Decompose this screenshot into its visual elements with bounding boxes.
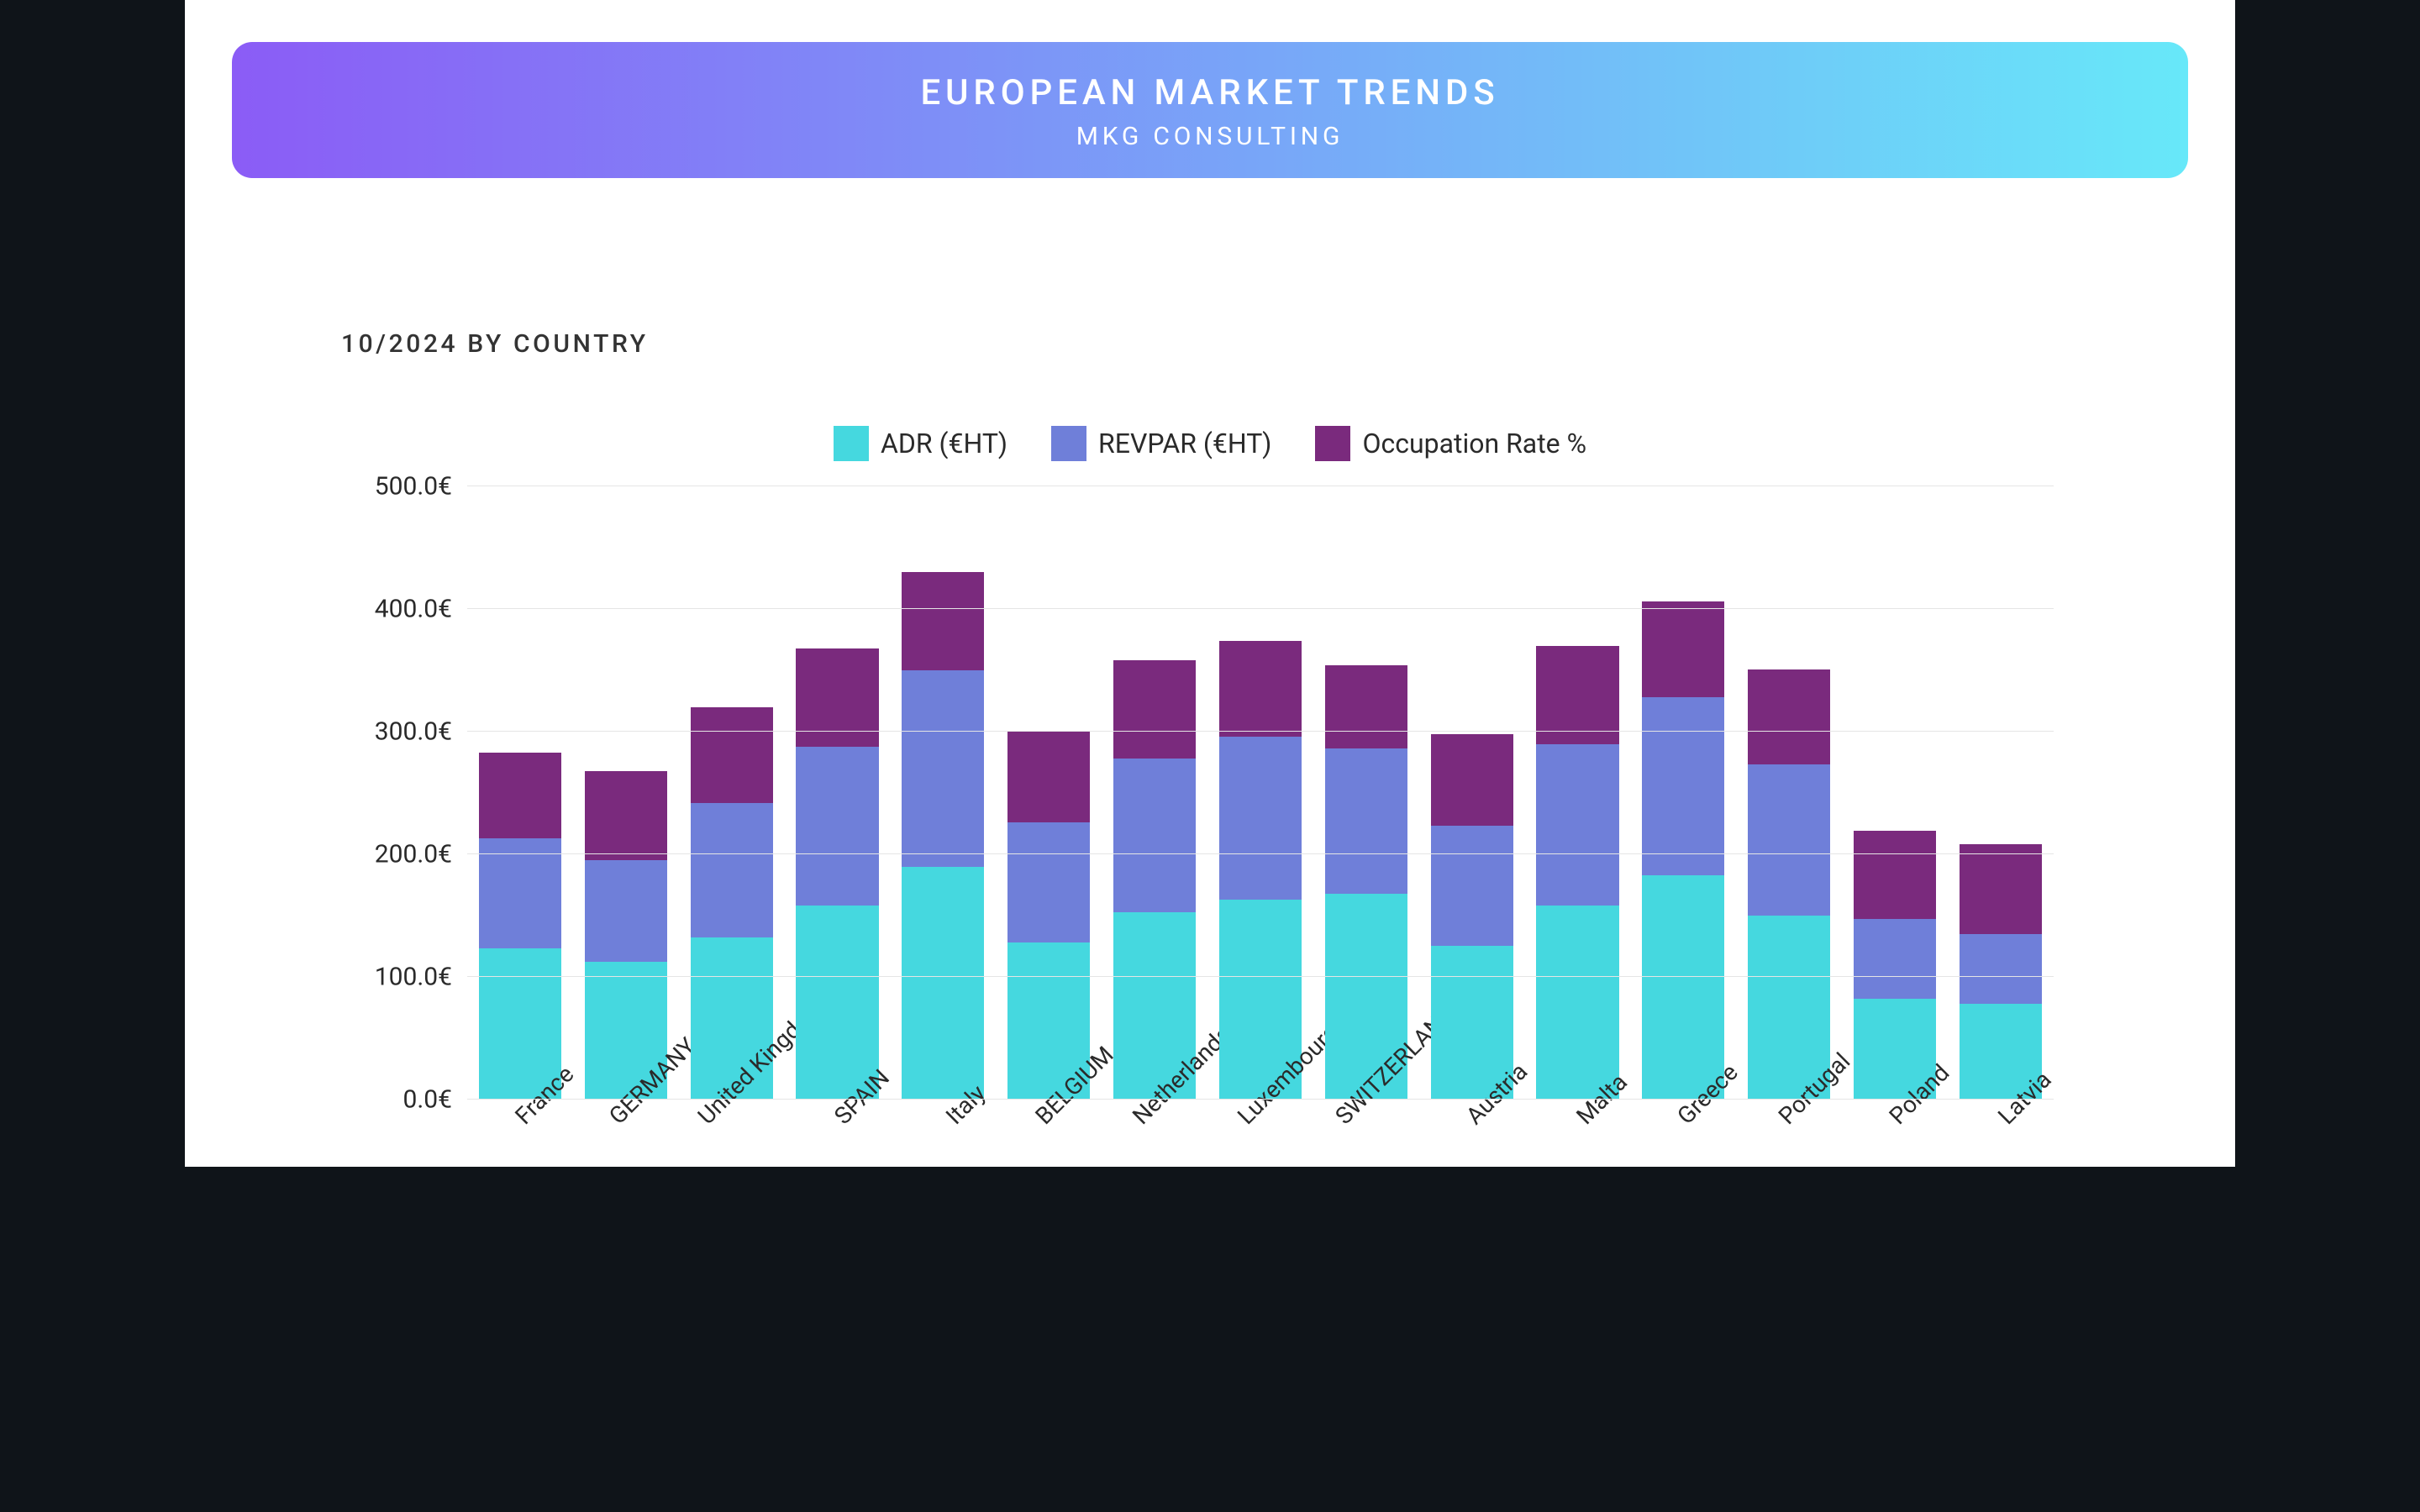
- bar-slot: Portugal: [1736, 486, 1842, 1100]
- y-axis-label: 300.0€: [375, 717, 467, 747]
- bar-slot: Malta: [1525, 486, 1631, 1100]
- bar-segment-revpar: [1113, 759, 1196, 911]
- gridline: [467, 608, 2054, 609]
- y-axis-label: 100.0€: [375, 963, 467, 992]
- bar-segment-occ: [1325, 665, 1407, 748]
- stacked-bar: [1748, 669, 1830, 1100]
- bar-segment-adr: [902, 867, 984, 1100]
- bar-segment-revpar: [585, 860, 667, 962]
- bar-segment-occ: [479, 753, 561, 838]
- y-axis-label: 400.0€: [375, 595, 467, 624]
- chart-section: 10/2024 BY COUNTRY ADR (€HT) REVPAR (€HT)…: [232, 178, 2188, 1100]
- bar-slot: Netherlands: [1102, 486, 1207, 1100]
- y-axis-label: 500.0€: [375, 472, 467, 501]
- bar-segment-occ: [585, 771, 667, 861]
- bar-segment-occ: [1219, 641, 1302, 737]
- legend-label: ADR (€HT): [881, 428, 1007, 459]
- legend-swatch: [1051, 426, 1086, 461]
- bar-segment-revpar: [1007, 822, 1090, 942]
- bar-segment-occ: [902, 572, 984, 670]
- legend-item: ADR (€HT): [834, 426, 1007, 461]
- chart-legend: ADR (€HT) REVPAR (€HT) Occupation Rate %: [333, 426, 2087, 461]
- stacked-bar: [902, 572, 984, 1100]
- bar-slot: Greece: [1630, 486, 1736, 1100]
- bar-segment-occ: [1113, 660, 1196, 759]
- legend-swatch: [834, 426, 869, 461]
- bar-slot: France: [467, 486, 573, 1100]
- bar-segment-revpar: [902, 670, 984, 867]
- gridline: [467, 1099, 2054, 1100]
- gridline: [467, 853, 2054, 854]
- header-subtitle: MKG CONSULTING: [266, 122, 2154, 151]
- legend-item: REVPAR (€HT): [1051, 426, 1271, 461]
- chart-card: EUROPEAN MARKET TRENDS MKG CONSULTING 10…: [185, 0, 2235, 1167]
- bar-segment-occ: [1854, 831, 1936, 919]
- bar-segment-revpar: [1536, 744, 1618, 906]
- bar-segment-revpar: [1642, 697, 1724, 875]
- bar-slot: Italy: [890, 486, 996, 1100]
- chart-subtitle: 10/2024 BY COUNTRY: [341, 329, 2087, 359]
- stacked-bar: [479, 753, 561, 1100]
- legend-swatch: [1315, 426, 1350, 461]
- bar-segment-revpar: [1431, 826, 1513, 946]
- gridline: [467, 976, 2054, 977]
- legend-item: Occupation Rate %: [1315, 426, 1586, 461]
- stacked-bar: [796, 648, 878, 1100]
- bar-segment-revpar: [1960, 934, 2042, 1004]
- bar-segment-occ: [1431, 734, 1513, 826]
- chart-bars: FranceGERMANYUnited KingdomSPAINItalyBEL…: [467, 486, 2054, 1100]
- header-title: EUROPEAN MARKET TRENDS: [266, 72, 2154, 113]
- stacked-bar: [1431, 734, 1513, 1100]
- bar-segment-revpar: [1854, 919, 1936, 999]
- bar-segment-occ: [1960, 844, 2042, 934]
- bar-segment-revpar: [479, 838, 561, 948]
- bar-segment-occ: [1007, 731, 1090, 822]
- gridline: [467, 731, 2054, 732]
- bar-segment-revpar: [1748, 764, 1830, 916]
- bar-slot: SPAIN: [785, 486, 891, 1100]
- bar-slot: Poland: [1842, 486, 1948, 1100]
- bar-slot: Latvia: [1948, 486, 2054, 1100]
- bar-slot: United Kingdom: [679, 486, 785, 1100]
- bar-slot: Austria: [1419, 486, 1525, 1100]
- stacked-bar: [1642, 601, 1724, 1100]
- bar-slot: BELGIUM: [996, 486, 1102, 1100]
- bar-segment-revpar: [691, 803, 773, 938]
- legend-label: REVPAR (€HT): [1098, 428, 1271, 459]
- bar-segment-occ: [1642, 601, 1724, 697]
- bar-segment-occ: [1748, 669, 1830, 765]
- bar-slot: SWITZERLAND: [1313, 486, 1419, 1100]
- bar-segment-occ: [1536, 646, 1618, 744]
- chart-plot-area: FranceGERMANYUnited KingdomSPAINItalyBEL…: [467, 486, 2054, 1100]
- header-banner: EUROPEAN MARKET TRENDS MKG CONSULTING: [232, 42, 2188, 178]
- bar-segment-revpar: [796, 747, 878, 906]
- bar-segment-occ: [796, 648, 878, 747]
- y-axis-label: 200.0€: [375, 840, 467, 869]
- bar-slot: Luxembourg: [1207, 486, 1313, 1100]
- bar-segment-revpar: [1219, 737, 1302, 900]
- bar-segment-revpar: [1325, 748, 1407, 893]
- bar-slot: GERMANY: [573, 486, 679, 1100]
- y-axis-label: 0.0€: [403, 1085, 468, 1115]
- stacked-bar: [1536, 646, 1618, 1100]
- bar-segment-occ: [691, 707, 773, 803]
- legend-label: Occupation Rate %: [1362, 428, 1586, 459]
